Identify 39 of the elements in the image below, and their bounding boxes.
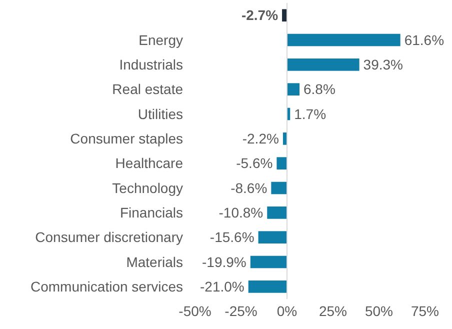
bar [267, 206, 287, 219]
data-label: -19.9% [202, 254, 246, 270]
data-label: -2.2% [242, 130, 279, 147]
y-tick-label: Technology [112, 180, 183, 196]
y-tick-label: Industrials [119, 56, 183, 73]
x-tick-label: -50% [178, 302, 212, 319]
x-tick-label: 50% [364, 302, 394, 319]
data-label: -2.7% [241, 7, 279, 24]
data-label: -15.6% [210, 229, 254, 246]
data-label: 1.7% [294, 106, 326, 122]
bar [287, 34, 400, 46]
bar [276, 157, 287, 170]
bar [248, 280, 287, 293]
data-label: -10.8% [218, 204, 264, 221]
y-tick-label: Materials [126, 254, 183, 270]
bar [250, 256, 287, 268]
x-tick-label: 0% [276, 302, 298, 319]
bar [258, 231, 287, 244]
y-tick-label: Energy [138, 32, 183, 48]
y-tick-label: Financials [120, 204, 183, 221]
data-label: 61.6% [404, 32, 444, 48]
data-label: -5.6% [236, 155, 273, 172]
y-tick-label: Consumer discretionary [35, 229, 183, 246]
bar [271, 182, 287, 194]
data-label: -8.6% [230, 180, 268, 196]
x-tick-label: 75% [410, 302, 440, 319]
bar [287, 58, 360, 71]
y-tick-label: Utilities [138, 106, 183, 122]
x-tick-label: -25% [224, 302, 258, 319]
y-tick-label: Communication services [30, 278, 183, 295]
x-tick-label: 25% [318, 302, 348, 319]
data-label: 6.8% [304, 81, 336, 98]
y-tick-label: Real estate [112, 81, 184, 98]
y-tick-label: Healthcare [115, 155, 184, 172]
bar [287, 83, 300, 96]
data-label: 39.3% [363, 56, 404, 73]
y-tick-label: Consumer staples [70, 130, 183, 147]
bar [282, 9, 287, 22]
data-label: -21.0% [200, 278, 244, 295]
